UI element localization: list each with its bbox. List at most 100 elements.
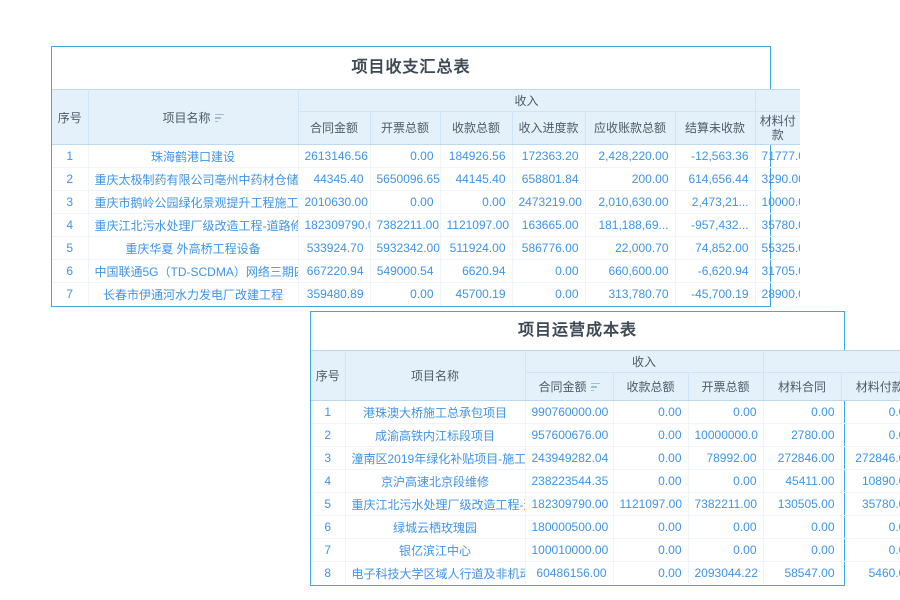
cell-invoice-total: 5932342.00 bbox=[370, 236, 441, 260]
cell-invoice-total: 10000000.0 bbox=[688, 423, 764, 447]
table-row[interactable]: 4 京沪高速北京段维修 238223544.35 0.00 0.00 45411… bbox=[311, 469, 900, 493]
row-project-name[interactable]: 银亿滨江中心 bbox=[345, 538, 526, 562]
cell-contract-amount: 243949282.04 bbox=[525, 446, 614, 470]
cell-receivable-total: 200.00 bbox=[585, 167, 676, 191]
table-row[interactable]: 6 绿城云栖玫瑰园 180000500.00 0.00 0.00 0.00 0.… bbox=[311, 515, 900, 539]
row-project-name[interactable]: 长春市伊通河水力发电厂改建工程 bbox=[88, 282, 299, 306]
cell-material-contract: 272846.00 bbox=[763, 446, 842, 470]
column-header-project-name[interactable]: 项目名称 bbox=[345, 350, 526, 401]
cell-income-progress: 586776.00 bbox=[512, 236, 586, 260]
row-project-name[interactable]: 潼南区2019年绿化补贴项目-施工2标段 bbox=[345, 446, 526, 470]
column-header-material-contract[interactable]: 材料合同 bbox=[763, 372, 842, 401]
group-header-income: 收入 bbox=[525, 350, 764, 373]
cell-receipt-total: 0.00 bbox=[613, 446, 689, 470]
cell-receipt-total: 0.00 bbox=[613, 561, 689, 585]
column-header-receivable-total[interactable]: 应收账款总额 bbox=[585, 111, 676, 145]
table-row[interactable]: 2 重庆太极制药有限公司亳州中药材仓储物流 44345.40 5650096.6… bbox=[52, 167, 801, 191]
table-one-column-header-row: 合同金额 开票总额 收款总额 收入进度款 应收账款总额 结算未收款 材料付款 bbox=[52, 111, 801, 145]
table-row[interactable]: 8 电子科技大学区域人行道及非机动车道工 60486156.00 0.00 20… bbox=[311, 561, 900, 585]
table-row[interactable]: 1 港珠澳大桥施工总承包项目 990760000.00 0.00 0.00 0.… bbox=[311, 400, 900, 424]
column-header-income-progress[interactable]: 收入进度款 bbox=[512, 111, 586, 145]
table-row[interactable]: 7 银亿滨江中心 100010000.00 0.00 0.00 0.00 0.0… bbox=[311, 538, 900, 562]
cell-income-progress: 0.00 bbox=[512, 259, 586, 283]
cell-contract-amount: 990760000.00 bbox=[525, 400, 614, 424]
column-header-material-payment[interactable]: 材料付款 bbox=[755, 111, 801, 145]
row-index: 7 bbox=[311, 538, 346, 562]
row-project-name[interactable]: 重庆市鹅岭公园绿化景观提升工程施工 bbox=[88, 190, 299, 214]
cell-contract-amount: 182309790.00 bbox=[525, 492, 614, 516]
row-project-name[interactable]: 京沪高速北京段维修 bbox=[345, 469, 526, 493]
cell-invoice-total: 5650096.65 bbox=[370, 167, 441, 191]
cell-invoice-total: 0.00 bbox=[688, 515, 764, 539]
column-header-receipt-total[interactable]: 收款总额 bbox=[440, 111, 513, 145]
table-row[interactable]: 6 中国联通5G（TD-SCDMA）网络三期四川 667220.94 54900… bbox=[52, 259, 801, 283]
group-header-blank bbox=[763, 350, 900, 373]
cell-receipt-total: 1121097.00 bbox=[440, 213, 513, 237]
cell-receipt-total: 0.00 bbox=[613, 538, 689, 562]
cell-receipt-total: 0.00 bbox=[613, 469, 689, 493]
sort-descending-icon[interactable] bbox=[214, 113, 224, 123]
row-index: 3 bbox=[52, 190, 89, 214]
cell-settlement-unreceived: -12,563.36 bbox=[675, 144, 756, 168]
table-row[interactable]: 2 成渝高铁内江标段项目 957600676.00 0.00 10000000.… bbox=[311, 423, 900, 447]
cell-receipt-total: 0.00 bbox=[613, 400, 689, 424]
row-project-name[interactable]: 重庆江北污水处理厂级改造工程-道路修复工 bbox=[88, 213, 299, 237]
table-two-title: 项目运营成本表 bbox=[517, 322, 637, 339]
row-project-name[interactable]: 港珠澳大桥施工总承包项目 bbox=[345, 400, 526, 424]
cell-settlement-unreceived: -6,620.94 bbox=[675, 259, 756, 283]
cell-receipt-total: 1121097.00 bbox=[613, 492, 689, 516]
column-header-invoice-total[interactable]: 开票总额 bbox=[370, 111, 441, 145]
cell-invoice-total: 7382211.00 bbox=[370, 213, 441, 237]
cell-receivable-total: 2,010,630.00 bbox=[585, 190, 676, 214]
row-index: 2 bbox=[311, 423, 346, 447]
sort-descending-icon[interactable] bbox=[590, 382, 600, 392]
column-header-index[interactable]: 序号 bbox=[311, 350, 346, 401]
column-header-receipt-total[interactable]: 收款总额 bbox=[613, 372, 689, 401]
cell-material-payment: 10890.00 bbox=[841, 469, 900, 493]
row-project-name[interactable]: 珠海鹤港口建设 bbox=[88, 144, 299, 168]
table-row[interactable]: 4 重庆江北污水处理厂级改造工程-道路修复工 182309790.0 73822… bbox=[52, 213, 801, 237]
table-row[interactable]: 5 重庆华夏 外高桥工程设备 533924.70 5932342.00 5119… bbox=[52, 236, 801, 260]
cell-material-payment: 0.00 bbox=[841, 400, 900, 424]
row-index: 6 bbox=[52, 259, 89, 283]
row-index: 5 bbox=[311, 492, 346, 516]
table-row[interactable]: 3 重庆市鹅岭公园绿化景观提升工程施工 2010630.00 0.00 0.00… bbox=[52, 190, 801, 214]
table-two-column-header-row: 合同金额 收款总额 开票总额 材料合同 材料付款 bbox=[311, 372, 900, 401]
cell-material-payment: 10000.00 bbox=[755, 190, 801, 214]
row-project-name[interactable]: 电子科技大学区域人行道及非机动车道工 bbox=[345, 561, 526, 585]
cell-material-payment: 0.00 bbox=[841, 515, 900, 539]
cell-income-progress: 658801.84 bbox=[512, 167, 586, 191]
row-project-name[interactable]: 成渝高铁内江标段项目 bbox=[345, 423, 526, 447]
cell-invoice-total: 0.00 bbox=[688, 400, 764, 424]
project-revenue-summary-card: 项目收支汇总表 序号 项目名称 收入 合同金额 开票总额 bbox=[51, 46, 801, 307]
column-header-contract-amount[interactable]: 合同金额 bbox=[298, 111, 371, 145]
table-row[interactable]: 5 重庆江北污水处理厂级改造工程-道路修复 182309790.00 11210… bbox=[311, 492, 900, 516]
table-row[interactable]: 1 珠海鹤港口建设 2613146.56 0.00 184926.56 1723… bbox=[52, 144, 801, 168]
cell-contract-amount: 44345.40 bbox=[298, 167, 371, 191]
row-index: 1 bbox=[311, 400, 346, 424]
cell-settlement-unreceived: 2,473,21... bbox=[675, 190, 756, 214]
column-header-invoice-total[interactable]: 开票总额 bbox=[688, 372, 764, 401]
row-project-name[interactable]: 重庆华夏 外高桥工程设备 bbox=[88, 236, 299, 260]
table-row[interactable]: 3 潼南区2019年绿化补贴项目-施工2标段 243949282.04 0.00… bbox=[311, 446, 900, 470]
cell-receivable-total: 181,188,69... bbox=[585, 213, 676, 237]
cell-receipt-total: 45700.19 bbox=[440, 282, 513, 306]
column-header-contract-amount[interactable]: 合同金额 bbox=[525, 372, 614, 401]
column-header-index[interactable]: 序号 bbox=[52, 89, 89, 145]
row-project-name[interactable]: 绿城云栖玫瑰园 bbox=[345, 515, 526, 539]
column-header-settlement-unreceived[interactable]: 结算未收款 bbox=[675, 111, 756, 145]
row-project-name[interactable]: 重庆太极制药有限公司亳州中药材仓储物流 bbox=[88, 167, 299, 191]
column-header-project-name[interactable]: 项目名称 bbox=[88, 89, 299, 145]
cell-contract-amount: 667220.94 bbox=[298, 259, 371, 283]
cell-material-contract: 130505.00 bbox=[763, 492, 842, 516]
cell-contract-amount: 2010630.00 bbox=[298, 190, 371, 214]
cell-receipt-total: 44145.40 bbox=[440, 167, 513, 191]
row-index: 4 bbox=[311, 469, 346, 493]
table-row[interactable]: 7 长春市伊通河水力发电厂改建工程 359480.89 0.00 45700.1… bbox=[52, 282, 800, 306]
cell-material-payment: 31705.00 bbox=[755, 259, 801, 283]
row-project-name[interactable]: 中国联通5G（TD-SCDMA）网络三期四川 bbox=[88, 259, 299, 283]
row-project-name[interactable]: 重庆江北污水处理厂级改造工程-道路修复 bbox=[345, 492, 526, 516]
column-header-contract-amount-label: 合同金额 bbox=[538, 379, 587, 394]
cell-settlement-unreceived: -957,432... bbox=[675, 213, 756, 237]
column-header-material-payment[interactable]: 材料付款 bbox=[841, 372, 900, 401]
